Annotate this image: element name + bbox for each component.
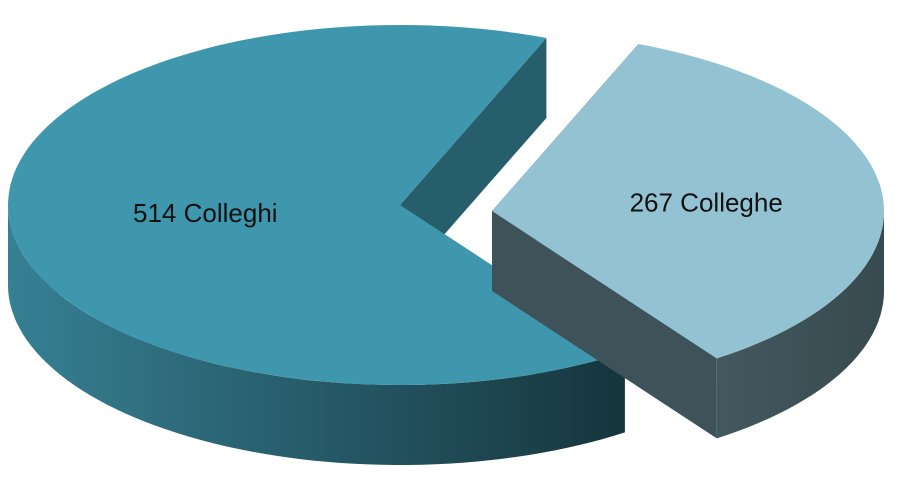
slice-side [716, 211, 884, 439]
pie-slice [492, 44, 884, 359]
data-label: 514 Colleghi [133, 198, 278, 228]
slice: 514 Colleghi [8, 25, 625, 465]
slice-side [400, 38, 547, 285]
data-label: 267 Colleghe [630, 188, 783, 218]
pie-slice [8, 25, 625, 385]
slice-side [492, 211, 717, 439]
slice: 267 Colleghe [492, 44, 884, 439]
slice-side [8, 205, 625, 465]
